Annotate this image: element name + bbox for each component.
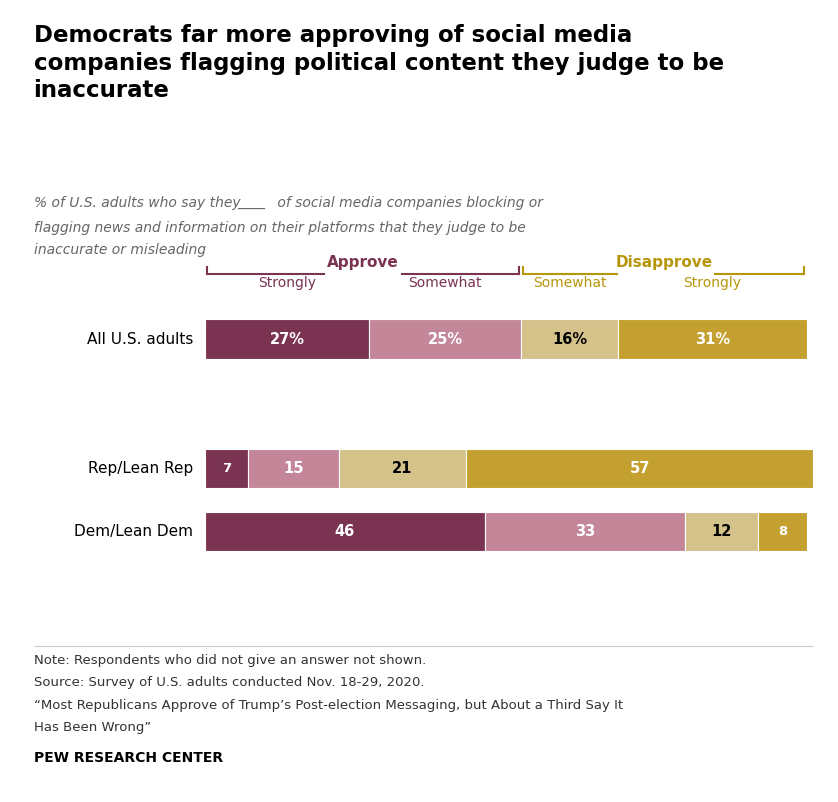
Bar: [467, 449, 813, 488]
Text: 12: 12: [711, 525, 732, 539]
Text: PEW RESEARCH CENTER: PEW RESEARCH CENTER: [34, 751, 223, 765]
Text: All U.S. adults: All U.S. adults: [87, 331, 194, 346]
Text: Source: Survey of U.S. adults conducted Nov. 18-29, 2020.: Source: Survey of U.S. adults conducted …: [34, 676, 424, 689]
Bar: [205, 319, 369, 358]
Bar: [618, 319, 807, 358]
Text: Somewhat: Somewhat: [408, 276, 482, 290]
Bar: [339, 449, 467, 488]
Text: of social media companies blocking or: of social media companies blocking or: [273, 196, 543, 210]
Bar: [247, 449, 339, 488]
Text: Strongly: Strongly: [684, 276, 742, 290]
Text: 31%: 31%: [695, 331, 730, 346]
Text: Rep/Lean Rep: Rep/Lean Rep: [88, 461, 194, 476]
Text: 27%: 27%: [270, 331, 304, 346]
Text: 46: 46: [334, 525, 355, 539]
Bar: [521, 319, 618, 358]
Text: % of U.S. adults who say they: % of U.S. adults who say they: [34, 196, 245, 210]
Text: 8: 8: [778, 525, 787, 538]
Text: Approve: Approve: [327, 255, 399, 270]
Bar: [205, 449, 247, 488]
Text: ____: ____: [237, 196, 265, 210]
Text: 21: 21: [392, 461, 413, 476]
Text: 33: 33: [575, 525, 595, 539]
Text: Disapprove: Disapprove: [615, 255, 712, 270]
Text: 7: 7: [222, 462, 230, 476]
Bar: [369, 319, 521, 358]
Text: flagging news and information on their platforms that they judge to be: flagging news and information on their p…: [34, 221, 525, 234]
Bar: [685, 512, 758, 551]
Text: 57: 57: [629, 461, 649, 476]
Text: inaccurate or misleading: inaccurate or misleading: [34, 243, 205, 257]
Text: “Most Republicans Approve of Trump’s Post-election Messaging, but About a Third : “Most Republicans Approve of Trump’s Pos…: [34, 699, 623, 711]
Text: Dem/Lean Dem: Dem/Lean Dem: [75, 525, 194, 539]
Text: Has Been Wrong”: Has Been Wrong”: [34, 721, 151, 734]
Text: Strongly: Strongly: [258, 276, 316, 290]
Bar: [758, 512, 807, 551]
Text: 16%: 16%: [552, 331, 587, 346]
Bar: [484, 512, 685, 551]
Text: Note: Respondents who did not give an answer not shown.: Note: Respondents who did not give an an…: [34, 654, 426, 666]
Text: 25%: 25%: [427, 331, 463, 346]
Text: Somewhat: Somewhat: [533, 276, 607, 290]
Text: 15: 15: [283, 461, 303, 476]
Text: Democrats far more approving of social media
companies flagging political conten: Democrats far more approving of social m…: [34, 24, 724, 102]
Bar: [205, 512, 484, 551]
